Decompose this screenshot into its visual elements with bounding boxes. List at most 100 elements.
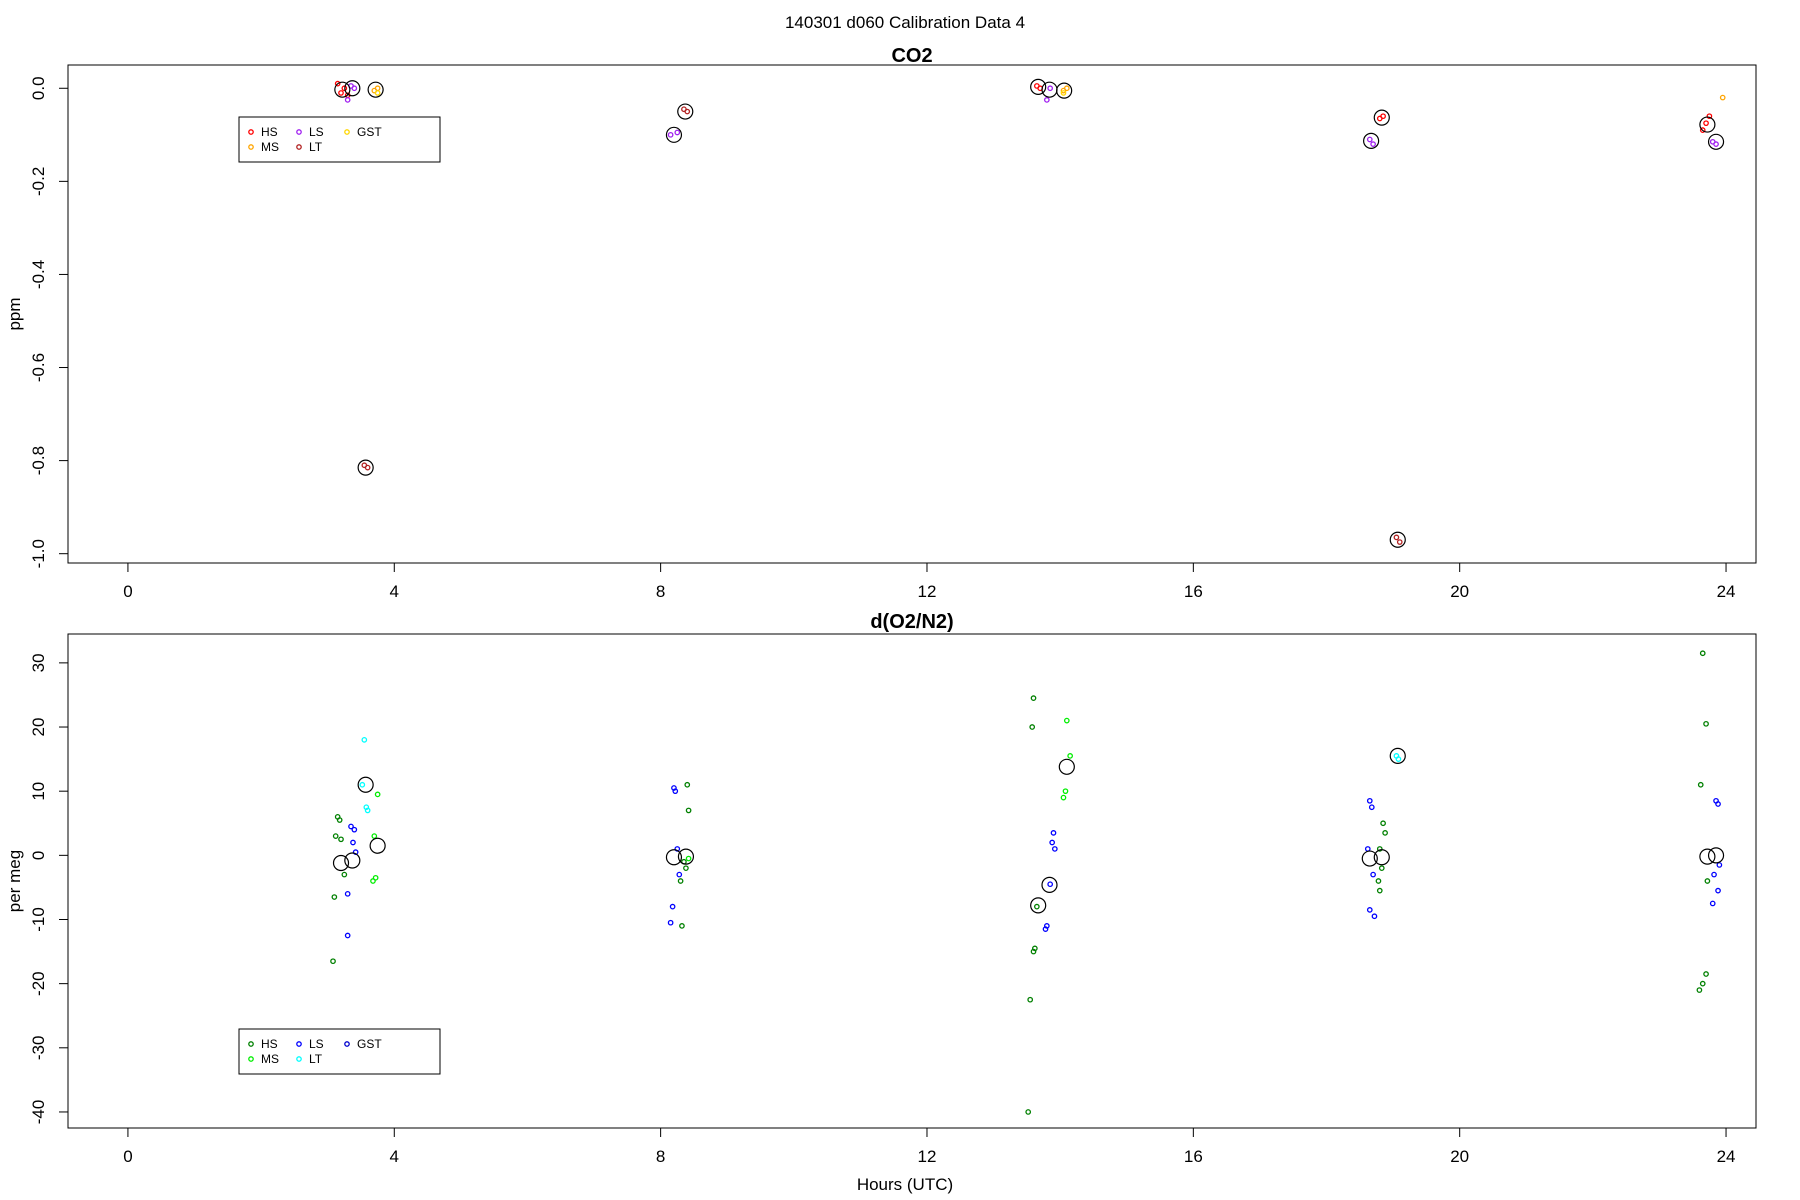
mean-point bbox=[357, 459, 374, 476]
y-axis-label: ppm bbox=[5, 297, 24, 330]
data-point bbox=[1709, 900, 1716, 907]
x-tick-label: 20 bbox=[1450, 582, 1469, 601]
data-point bbox=[348, 823, 354, 830]
legend-swatch bbox=[344, 129, 350, 135]
data-point bbox=[1029, 724, 1036, 730]
data-point bbox=[1049, 839, 1056, 846]
legend-swatch bbox=[296, 1041, 302, 1047]
data-point bbox=[1711, 871, 1717, 878]
x-tick-label: 12 bbox=[918, 582, 937, 601]
data-point bbox=[1706, 113, 1713, 120]
legend-swatch bbox=[248, 1056, 254, 1062]
plot-frame bbox=[67, 64, 1757, 564]
series-ms bbox=[370, 717, 1073, 884]
x-tick-label: 4 bbox=[390, 1147, 399, 1166]
series-hs bbox=[330, 650, 1711, 1115]
legend-swatch bbox=[296, 144, 302, 150]
mean-point bbox=[367, 81, 384, 98]
data-point bbox=[1703, 120, 1709, 127]
data-point bbox=[1719, 94, 1726, 101]
data-point bbox=[338, 836, 344, 843]
y-tick-label: 30 bbox=[29, 653, 48, 672]
mean-point bbox=[332, 854, 350, 872]
data-point bbox=[674, 129, 681, 136]
y-tick-label: 10 bbox=[29, 782, 48, 801]
data-point bbox=[1697, 781, 1704, 788]
data-point bbox=[1063, 717, 1070, 724]
legend-label: HS bbox=[261, 125, 278, 139]
data-point bbox=[683, 865, 689, 872]
x-tick-label: 24 bbox=[1717, 582, 1736, 601]
data-point bbox=[684, 781, 691, 788]
x-tick-label: 24 bbox=[1717, 1147, 1736, 1166]
mean-point bbox=[1041, 876, 1058, 893]
data-point bbox=[1042, 926, 1049, 932]
data-point bbox=[669, 903, 676, 910]
mean-point bbox=[369, 837, 386, 854]
data-point bbox=[1366, 136, 1373, 143]
x-tick-label: 0 bbox=[123, 582, 132, 601]
data-point bbox=[1396, 539, 1403, 545]
plot-frame bbox=[67, 633, 1757, 1129]
y-tick-label: -10 bbox=[29, 907, 48, 932]
data-point bbox=[1062, 788, 1069, 795]
page-title: 140301 d060 Calibration Data 4 bbox=[785, 13, 1025, 32]
legend-label: GST bbox=[357, 1037, 382, 1051]
data-point bbox=[1699, 980, 1706, 987]
data-point bbox=[1378, 865, 1385, 872]
data-point bbox=[1715, 887, 1721, 894]
y-tick-label: 0.0 bbox=[29, 76, 48, 100]
series-lt bbox=[359, 737, 1402, 814]
mean-point bbox=[1699, 848, 1716, 865]
data-point bbox=[1043, 97, 1050, 103]
y-tick-label: -0.8 bbox=[29, 446, 48, 475]
data-point bbox=[1395, 756, 1402, 762]
y-tick-label: -40 bbox=[29, 1100, 48, 1125]
data-point bbox=[1713, 141, 1719, 147]
data-point bbox=[667, 131, 674, 138]
panel-title: CO2 bbox=[891, 45, 932, 67]
mean-point bbox=[1363, 132, 1380, 149]
data-point bbox=[1047, 881, 1054, 888]
y-tick-label: -30 bbox=[29, 1036, 48, 1061]
data-point bbox=[679, 923, 685, 929]
x-tick-label: 8 bbox=[656, 582, 665, 601]
data-point bbox=[364, 807, 371, 814]
series-gst bbox=[374, 90, 1067, 96]
y-tick-label: -0.2 bbox=[29, 167, 48, 196]
data-point bbox=[344, 97, 351, 103]
x-tick-label: 4 bbox=[390, 582, 399, 601]
legend-swatch bbox=[248, 1041, 254, 1047]
data-point bbox=[1699, 650, 1706, 657]
legend-label: LT bbox=[309, 140, 323, 154]
data-point bbox=[1063, 85, 1070, 92]
legend-label: LT bbox=[309, 1052, 323, 1066]
data-point bbox=[1715, 801, 1721, 807]
data-point bbox=[1060, 90, 1067, 96]
mean-point bbox=[1056, 82, 1073, 99]
data-point bbox=[364, 464, 371, 471]
data-point bbox=[374, 791, 381, 798]
mean-point bbox=[1030, 897, 1047, 914]
data-point bbox=[1376, 846, 1383, 852]
data-point bbox=[1060, 794, 1067, 801]
data-point bbox=[1382, 830, 1388, 836]
y-tick-label: 20 bbox=[29, 718, 48, 737]
series-mean bbox=[332, 747, 1725, 914]
data-point bbox=[1034, 903, 1040, 910]
data-point bbox=[374, 90, 381, 96]
mean-point bbox=[1361, 850, 1378, 867]
data-point bbox=[1050, 830, 1057, 836]
legend-swatch bbox=[248, 129, 254, 135]
data-point bbox=[1027, 996, 1034, 1003]
data-point bbox=[684, 108, 691, 115]
legend-swatch bbox=[296, 1056, 302, 1062]
data-point bbox=[1370, 871, 1376, 878]
x-tick-label: 8 bbox=[656, 1147, 665, 1166]
mean-point bbox=[1699, 116, 1716, 133]
x-tick-label: 0 bbox=[123, 1147, 132, 1166]
data-point bbox=[341, 871, 348, 878]
data-point bbox=[1047, 85, 1054, 92]
mean-point bbox=[1030, 78, 1047, 95]
